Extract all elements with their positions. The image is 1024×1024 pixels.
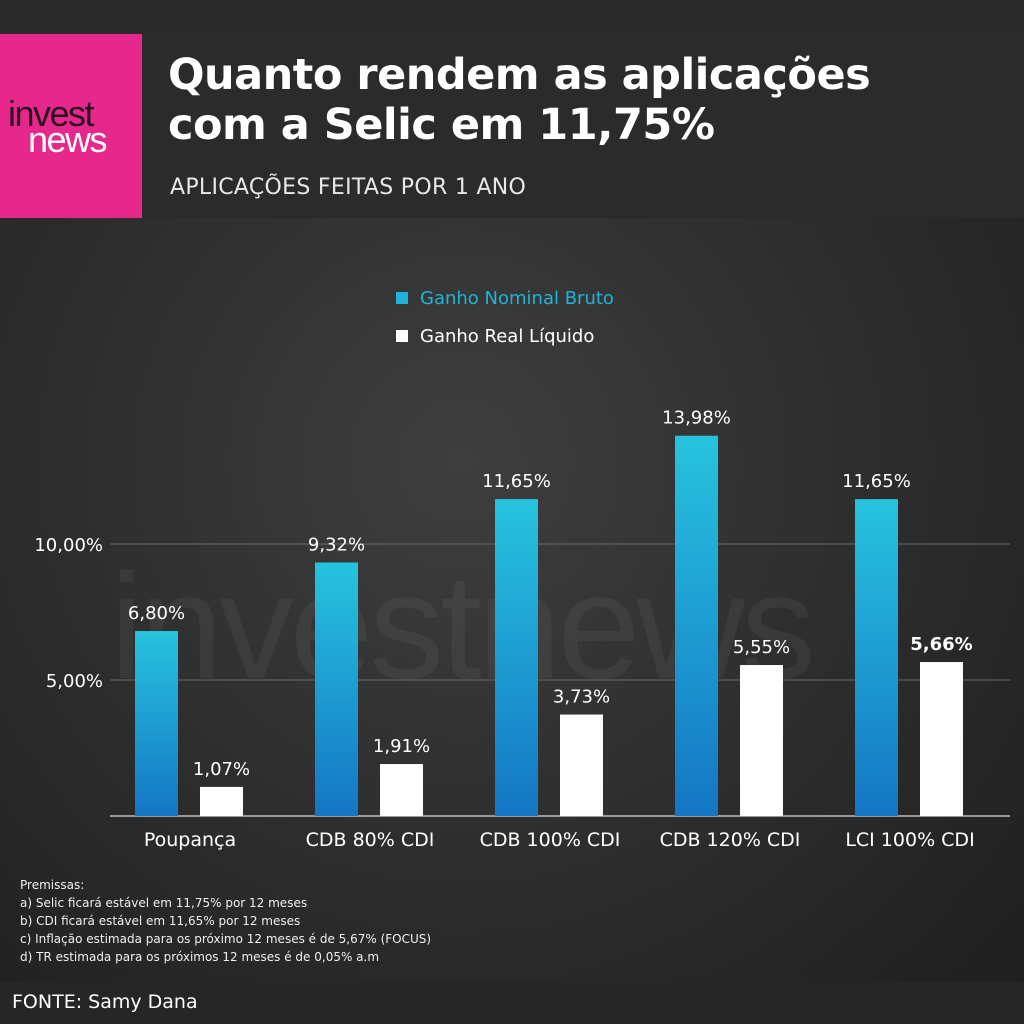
legend-label-real: Ganho Real Líquido (420, 325, 595, 347)
data-label-nominal: 13,98% (662, 408, 731, 429)
bar-nominal (135, 631, 178, 816)
category-label: LCI 100% CDI (845, 829, 974, 851)
bar-real (200, 786, 243, 816)
data-label-nominal: 11,65% (842, 471, 911, 492)
title-line-1: Quanto rendem as aplicações (168, 50, 871, 100)
logo-text-invest: invest (8, 93, 95, 134)
category-label: CDB 120% CDI (660, 829, 801, 851)
top-bar (0, 0, 1024, 34)
source-text: FONTE: Samy Dana (12, 991, 198, 1013)
legend-label-nominal: Ganho Nominal Bruto (420, 287, 614, 309)
title-line-2: com a Selic em 11,75% (168, 100, 715, 150)
data-label-nominal: 6,80% (128, 603, 185, 624)
note-item: d) TR estimada para os próximos 12 meses… (20, 950, 380, 964)
bar-nominal (855, 499, 898, 816)
brand-logo: invest news (0, 34, 142, 218)
data-label-real: 5,66% (910, 634, 972, 655)
data-label-nominal: 11,65% (482, 471, 551, 492)
bar-real (380, 764, 423, 816)
bar-nominal (495, 499, 538, 816)
legend-swatch-real (396, 330, 408, 342)
note-item: b) CDI ficará estável em 11,65% por 12 m… (20, 914, 301, 928)
data-label-real: 1,07% (193, 759, 250, 780)
category-label: CDB 80% CDI (306, 829, 435, 851)
data-label-real: 3,73% (553, 687, 610, 708)
legend-item-nominal: Ganho Nominal Bruto (396, 286, 614, 310)
y-tick-label: 5,00% (46, 671, 103, 692)
legend-item-real: Ganho Real Líquido (396, 324, 614, 348)
chart-legend: Ganho Nominal Bruto Ganho Real Líquido (396, 286, 614, 362)
category-label: CDB 100% CDI (480, 829, 621, 851)
page-title: Quanto rendem as aplicações com a Selic … (168, 50, 1008, 150)
y-tick-label: 10,00% (34, 535, 103, 556)
data-label-real: 1,91% (373, 736, 430, 757)
footer-bar: FONTE: Samy Dana (0, 982, 1024, 1024)
bar-nominal (675, 435, 718, 816)
notes-heading: Premissas: (20, 878, 85, 892)
page-subtitle: APLICAÇÕES FEITAS POR 1 ANO (170, 175, 527, 200)
bar-real (740, 665, 783, 816)
header-band (0, 34, 1024, 218)
note-item: c) Inflação estimada para os próximo 12 … (20, 932, 432, 946)
logo-text-news: news (28, 119, 108, 160)
note-item: a) Selic ficará estável em 11,75% por 12… (20, 896, 308, 910)
data-label-nominal: 9,32% (308, 534, 365, 555)
bar-real (920, 662, 963, 816)
legend-swatch-nominal (396, 292, 408, 304)
bar-nominal (315, 562, 358, 816)
premises-notes: Premissas: a) Selic ficará estável em 11… (20, 876, 431, 966)
data-label-real: 5,55% (733, 637, 790, 658)
bar-real (560, 714, 603, 816)
category-label: Poupança (144, 829, 236, 851)
